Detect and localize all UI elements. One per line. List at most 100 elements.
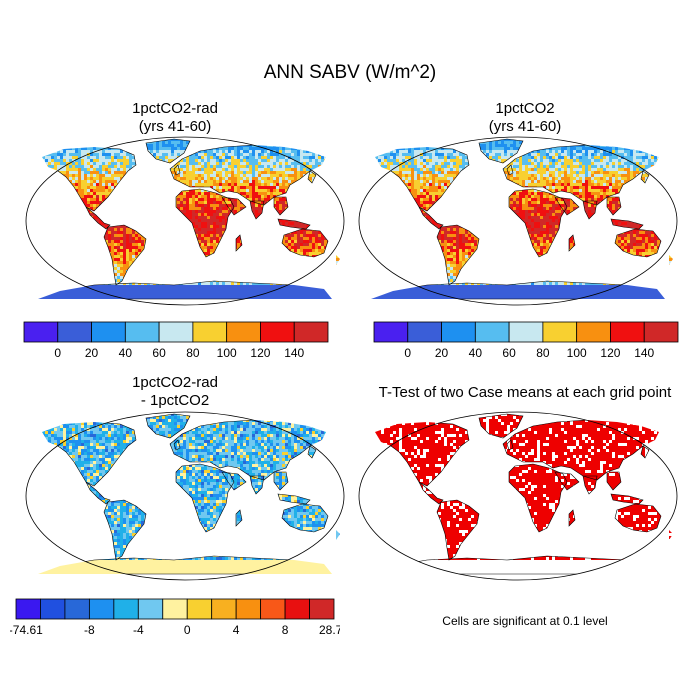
coastline-madagascar xyxy=(235,234,243,252)
coastline-uk xyxy=(173,439,181,451)
coastline-australia xyxy=(614,228,662,258)
colorbar-tick-label: 28.75 xyxy=(319,623,340,637)
coastline-africa xyxy=(508,188,568,258)
colorbar-swatch xyxy=(158,321,194,343)
coastline-india xyxy=(582,475,598,495)
colorbar-tick-label: 20 xyxy=(85,346,99,360)
map-case2-content xyxy=(358,136,678,306)
colorbar-swatch xyxy=(88,598,115,620)
coastline-india xyxy=(582,200,598,220)
coastline-northAmerica xyxy=(374,146,470,212)
coastline-uk xyxy=(506,439,514,451)
coastline-arabia xyxy=(221,471,247,491)
colorbar-swatch xyxy=(260,598,286,620)
coastline-india xyxy=(249,200,265,220)
coastline-australia xyxy=(281,503,329,533)
colorbar-swatch xyxy=(235,598,262,620)
coastline-australia xyxy=(614,503,662,533)
colorbar-tick-label: 100 xyxy=(567,346,587,360)
coastline-greenland xyxy=(145,413,191,439)
colorbar-swatch xyxy=(211,598,237,620)
colorbar-swatch xyxy=(474,321,510,343)
coastline-southAmerica xyxy=(103,224,147,286)
colorbar-tick-label: 80 xyxy=(536,346,550,360)
colorbar-tick-label: 20 xyxy=(435,346,449,360)
map-frame xyxy=(25,411,345,581)
colorbar-tick-label: 0 xyxy=(404,346,411,360)
colorbar-swatch xyxy=(162,598,188,620)
colorbar-swatch xyxy=(40,598,66,620)
coastline-southAmerica xyxy=(436,224,480,286)
colorbar-swatch xyxy=(407,321,442,343)
colorbar-tick-label: 140 xyxy=(634,346,654,360)
colorbar-tick-label: 120 xyxy=(600,346,620,360)
panel-title-case1: 1pctCO2-rad (yrs 41-60) xyxy=(75,100,275,136)
colorbar-swatch xyxy=(260,321,295,343)
colorbar-swatch xyxy=(64,598,90,620)
colorbar-tick-label: 60 xyxy=(152,346,166,360)
colorbar-diff: -74.61 -8 -4 0 4 8 28.75 xyxy=(10,598,340,637)
colorbar-swatch xyxy=(309,598,335,620)
map-case1-content xyxy=(25,136,345,306)
colorbar-swatch xyxy=(576,321,611,343)
coastline-seAsia xyxy=(606,196,622,216)
colorbar-swatch xyxy=(137,598,164,620)
map-frame xyxy=(25,136,345,306)
colorbar-swatch xyxy=(186,598,213,620)
colorbar-swatch xyxy=(508,321,544,343)
colorbar-tick-label: 40 xyxy=(469,346,483,360)
coastline-australia xyxy=(281,228,329,258)
coastline-indonesia xyxy=(277,493,311,505)
coastline-africa xyxy=(508,463,568,533)
colorbar-tick-label: -74.61 xyxy=(10,623,43,637)
map-frame xyxy=(358,136,678,306)
coastline-africa xyxy=(175,188,235,258)
map-case2 xyxy=(358,136,678,306)
colorbar-swatch xyxy=(226,321,261,343)
coastline-uk xyxy=(173,164,181,176)
panel-title-ttest: T-Test of two Case means at each grid po… xyxy=(350,384,700,402)
colorbar-swatch xyxy=(57,321,92,343)
colorbar-swatch xyxy=(113,598,139,620)
colorbar-case2: 0 20 40 60 80 100 120 140 xyxy=(373,321,679,360)
colorbar-swatch xyxy=(441,321,476,343)
colorbar-swatch xyxy=(15,598,41,620)
coastline-southAmerica xyxy=(103,499,147,561)
coastline-greenland xyxy=(478,413,524,439)
coastline-antarctica xyxy=(370,280,666,300)
colorbar-swatch xyxy=(643,321,679,343)
coastlines xyxy=(370,413,674,575)
coastline-arabia xyxy=(221,196,247,216)
coastline-india xyxy=(249,475,265,495)
colorbar-tick-label: 8 xyxy=(282,623,289,637)
coastline-seAsia xyxy=(273,471,289,491)
colorbar-swatch xyxy=(23,321,59,343)
map-case1 xyxy=(25,136,345,306)
colorbar-tick-label: 120 xyxy=(250,346,270,360)
coastline-madagascar xyxy=(235,509,243,527)
coastline-madagascar xyxy=(568,509,576,527)
coastline-madagascar xyxy=(568,234,576,252)
panel-title-case2-line2: (yrs 41-60) xyxy=(425,118,625,136)
panel-title-case1-line2: (yrs 41-60) xyxy=(75,118,275,136)
colorbar-swatch xyxy=(91,321,126,343)
panel-title-diff: 1pctCO2-rad - 1pctCO2 xyxy=(75,374,275,410)
colorbar-swatch xyxy=(610,321,645,343)
coastline-indonesia xyxy=(610,218,644,230)
colorbar-tick-label: 0 xyxy=(54,346,61,360)
coastline-antarctica xyxy=(37,280,333,300)
map-diff-content xyxy=(25,411,345,581)
coastline-seAsia xyxy=(273,196,289,216)
panel-title-diff-line2: - 1pctCO2 xyxy=(75,392,275,410)
coastline-greenland xyxy=(145,138,191,164)
colorbar-tick-label: 80 xyxy=(186,346,200,360)
colorbar-swatch xyxy=(284,598,310,620)
colorbar-swatch xyxy=(293,321,329,343)
coastline-antarctica xyxy=(37,555,333,575)
coastline-japan xyxy=(307,170,317,184)
colorbar-tick-label: 40 xyxy=(119,346,133,360)
coastline-seAsia xyxy=(606,471,622,491)
colorbar-tick-label: 4 xyxy=(233,623,240,637)
coastline-southAmerica xyxy=(436,499,480,561)
coastline-indonesia xyxy=(610,493,644,505)
